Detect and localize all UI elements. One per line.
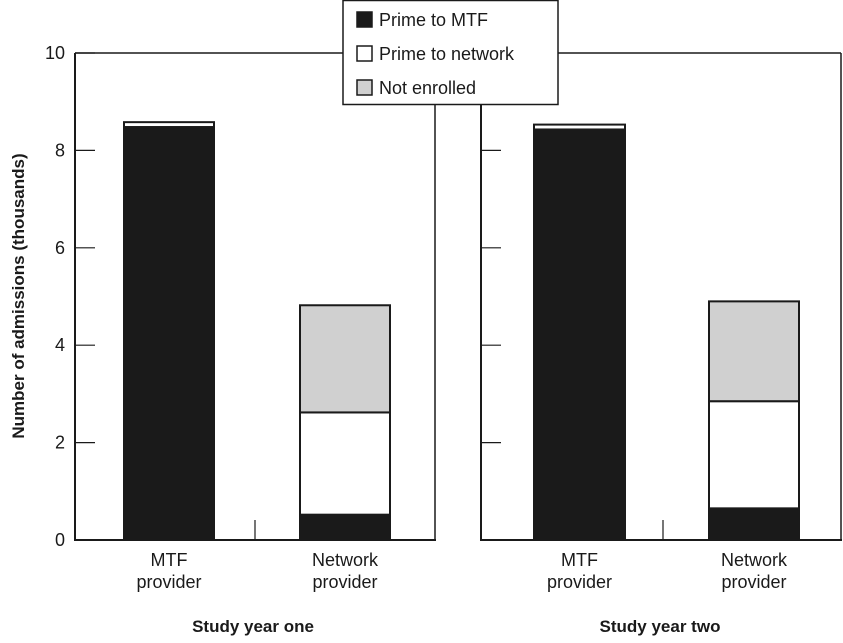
x-category-label: provider	[547, 572, 612, 592]
legend-label: Prime to network	[379, 44, 515, 64]
y-tick-label: 4	[55, 335, 65, 355]
x-category-label: MTF	[561, 550, 598, 570]
bar-segment-not-enrolled	[708, 300, 800, 403]
bar-segment-prime-to-network	[533, 123, 626, 131]
group-title: Study year two	[600, 617, 721, 636]
legend-label: Prime to MTF	[379, 10, 488, 30]
legend-swatch	[356, 45, 373, 62]
y-tick-label: 0	[55, 530, 65, 550]
y-axis-title-group: Number of admissions (thousands)	[9, 153, 28, 438]
x-category-label: MTF	[151, 550, 188, 570]
bar-segment-not-enrolled	[299, 304, 391, 414]
y-axis-title: Number of admissions (thousands)	[9, 153, 28, 438]
x-category-label: Network	[721, 550, 788, 570]
legend-label: Not enrolled	[379, 78, 476, 98]
x-category-label: provider	[136, 572, 201, 592]
y-tick-label: 8	[55, 140, 65, 160]
y-tick-label: 2	[55, 433, 65, 453]
legend-box	[342, 0, 559, 106]
x-category-label: provider	[312, 572, 377, 592]
bar-segment-prime-to-mtf	[123, 126, 215, 542]
bar-segment-prime-to-network	[708, 400, 800, 510]
legend-swatch	[356, 11, 373, 28]
x-category-label: provider	[721, 572, 786, 592]
bar-segment-prime-to-network	[299, 411, 391, 516]
bar-segment-prime-to-mtf	[299, 513, 391, 542]
legend-swatch	[356, 79, 373, 96]
bar-segment-prime-to-mtf	[533, 128, 626, 541]
y-tick-label: 6	[55, 238, 65, 258]
bar-segment-prime-to-network	[123, 121, 215, 129]
x-category-label: Network	[312, 550, 379, 570]
bar-segment-prime-to-mtf	[708, 507, 800, 542]
group-title: Study year one	[192, 617, 314, 636]
y-tick-label: 10	[45, 43, 65, 63]
legend: Prime to MTF Prime to network Not enrolled	[342, 0, 559, 106]
